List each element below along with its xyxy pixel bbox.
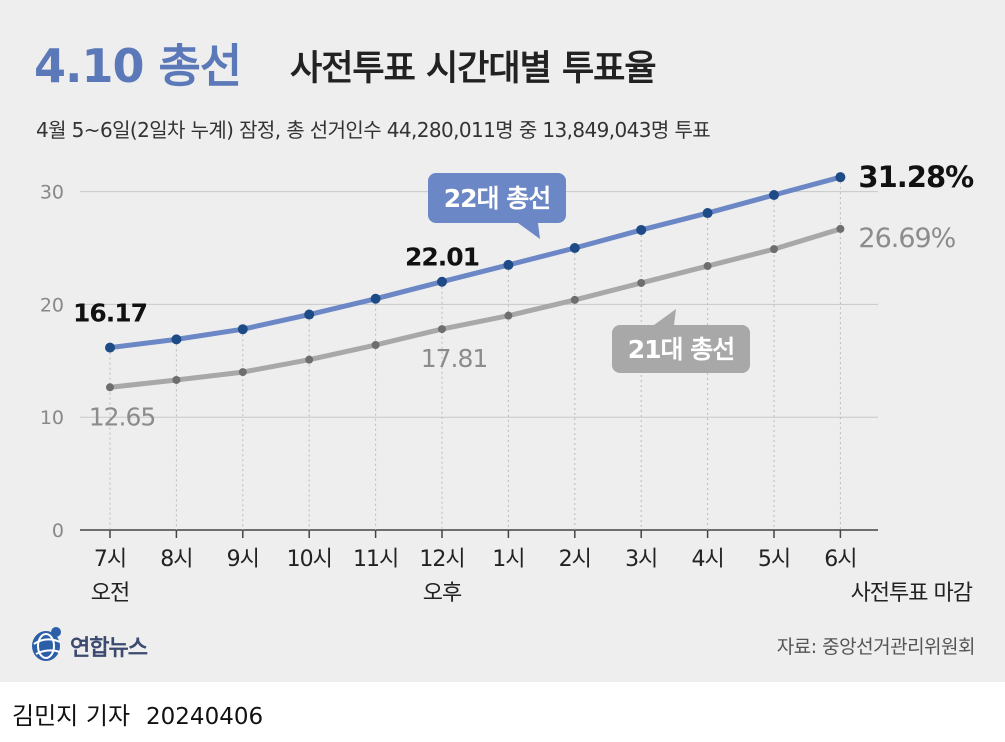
data-label: 22.01 [405,243,479,272]
series-22-bubble-label: 22대 총선 [444,184,551,213]
yonhap-globe-icon [32,627,61,661]
x-tick-label: 6시 [824,547,856,572]
x-tick-label: 7시 [94,547,126,572]
x-tick-sublabel: 오전 [91,581,129,606]
x-tick-label: 12시 [419,547,464,572]
x-tick-sublabel: 오후 [423,581,462,606]
infographic-card: 4.10 총선 사전투표 시간대별 투표율 4월 5~6일(2일차 누계) 잠정… [0,0,1005,682]
y-tick-label: 30 [40,182,64,204]
data-point [835,172,846,183]
series-line-21 [107,226,843,390]
data-point [636,224,647,235]
series-21-bubble-tail [654,309,676,325]
data-point [106,383,114,392]
x-tick-label: 2시 [559,547,591,572]
x-tick-label: 11시 [353,547,398,572]
data-point [438,325,446,334]
headline-turnout: 사전투표 시간대별 투표율 [290,49,657,89]
data-label: 17.81 [421,344,488,373]
x-tick-label: 9시 [227,547,259,572]
data-point [172,375,181,384]
x-tick-label: 3시 [625,547,657,572]
source-note: 자료: 중앙선거관리위원회 [776,636,976,658]
chart-subtitle: 4월 5~6일(2일차 누계) 잠정, 총 선거인수 44,280,011명 중… [36,118,711,142]
data-point [703,262,712,271]
headline-election: 4.10 총선 [34,39,242,93]
y-tick-label: 20 [40,294,64,316]
data-label: 16.17 [73,299,147,328]
x-tick-label: 4시 [691,547,723,572]
data-point [305,355,314,364]
reporter-name: 김민지 기자 [12,702,131,730]
data-point [770,245,778,254]
x-tick-sublabel: 사전투표 마감 [851,581,973,606]
data-point [637,278,646,287]
data-point [370,293,381,304]
data-point [504,311,513,320]
data-label-final: 26.69% [858,223,955,254]
y-tick-label: 0 [52,520,64,542]
data-label-final: 31.28% [858,160,974,194]
data-point [702,208,713,219]
data-point [238,368,247,377]
yonhap-logo: 연합뉴스 [30,624,200,664]
data-point [105,342,115,353]
byline: 김민지 기자 20240406 [12,696,263,731]
series-21-bubble-label: 21대 총선 [628,335,735,364]
series-22-bubble-tail [518,223,540,239]
logo-text: 연합뉴스 [70,636,148,661]
data-point [836,224,845,233]
data-point [237,324,248,335]
publish-date: 20240406 [146,704,264,730]
data-point [304,309,315,320]
series-22-bubble [428,173,566,223]
data-point [769,189,779,200]
data-point [371,341,380,350]
x-tick-label: 8시 [160,547,192,572]
data-label: 12.65 [89,402,156,431]
series-line-22 [107,174,843,351]
y-tick-label: 10 [40,407,64,429]
x-tick-label: 5시 [758,547,790,572]
x-tick-label: 1시 [492,547,524,572]
data-point [437,276,447,287]
x-tick-label: 10시 [287,547,332,572]
series-21-bubble [612,325,750,373]
data-point [171,334,182,345]
data-point [503,259,514,270]
data-point [570,295,579,304]
data-point [569,243,580,253]
